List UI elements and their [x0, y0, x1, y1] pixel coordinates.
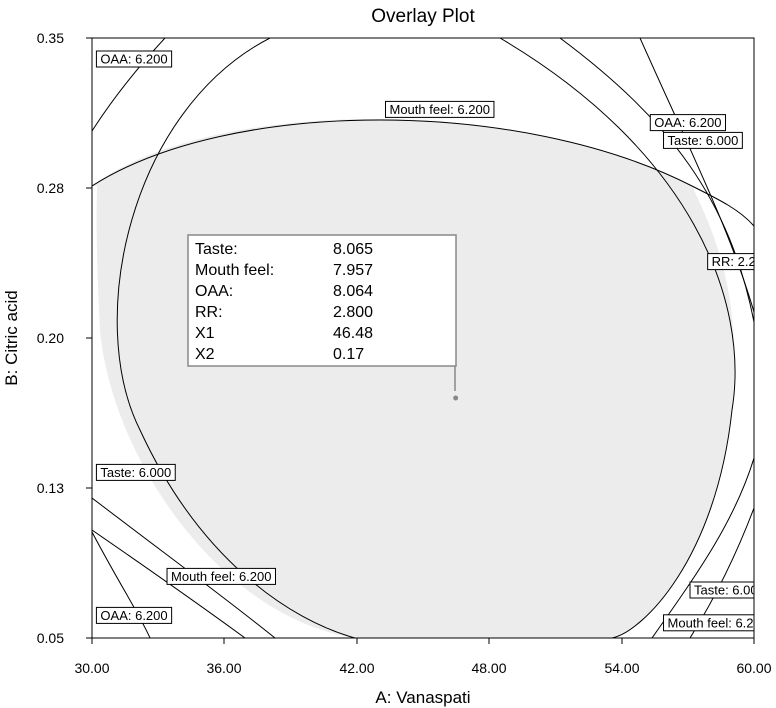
info-label-x1: X1 — [195, 325, 215, 342]
taste-contour-main — [116, 38, 356, 638]
mouth-feel-contour-bottom-right — [651, 457, 754, 638]
contour-label: Taste: 6.000 — [95, 463, 176, 481]
contour-label: Mouth feel: 6.200 — [166, 567, 276, 585]
x-tick-label: 30.00 — [74, 660, 109, 676]
y-tick-label: 0.28 — [37, 180, 64, 196]
y-tick-label: 0.13 — [37, 480, 64, 496]
x-tick-label: 42.00 — [339, 660, 374, 676]
contour-label-text: OAA: 6.200 — [654, 115, 721, 130]
contour-label-text: Mouth feel: 6.200 — [668, 615, 768, 630]
contour-label-text: RR: 2.200 — [712, 254, 771, 269]
x-tick-label: 54.00 — [604, 660, 639, 676]
info-value-oaa: 8.064 — [333, 283, 373, 300]
contour-label-box — [95, 463, 176, 481]
contour-label: Mouth feel: 6.200 — [663, 614, 768, 632]
x-tick-label: 60.00 — [736, 660, 771, 676]
y-tick-label: 0.20 — [37, 330, 64, 346]
rr-contour-right — [639, 38, 754, 313]
contour-label-text: Taste: 6.000 — [100, 465, 171, 480]
contour-label: Taste: 6.000 — [663, 131, 743, 149]
y-tick-label: 0.05 — [37, 630, 64, 646]
contour-label-box — [649, 114, 727, 132]
info-label-mouth-feel: Mouth feel: — [195, 262, 274, 279]
info-value-mouth-feel: 7.957 — [333, 262, 373, 279]
contour-label-text: Taste: 6.000 — [694, 583, 765, 598]
x-axis-title: A: Vanaspati — [375, 688, 470, 707]
contour-label: OAA: 6.200 — [649, 114, 727, 132]
info-value-x1: 46.48 — [333, 325, 373, 342]
plot-contents: OAA: 6.200 Mouth feel: 6.200 OAA: 6.200 Tas… — [92, 38, 771, 638]
contour-label-box — [707, 253, 754, 271]
y-tick-label: 0.35 — [37, 30, 64, 46]
contour-label-text: Taste: 6.000 — [668, 133, 739, 148]
mouth-feel-contour-top — [92, 119, 754, 227]
contour-label-box — [663, 614, 754, 632]
contour-label-box — [95, 50, 173, 68]
mouth-feel-contour-bottom-left — [92, 529, 246, 638]
y-axis-title: B: Citric acid — [2, 290, 21, 385]
oaa-contour-bottom-left — [92, 531, 151, 638]
contour-label: Taste: 6.000 — [689, 581, 765, 599]
info-value-taste: 8.065 — [333, 241, 373, 258]
contour-label: RR: 2.200 — [707, 253, 771, 271]
contour-label-box — [663, 131, 743, 149]
info-label-x2: X2 — [195, 346, 215, 363]
info-box: Taste: 8.065 Mouth feel: 7.957 OAA: 8.06… — [187, 234, 457, 367]
contour-label-box — [384, 100, 495, 118]
contour-label-box — [689, 581, 754, 599]
info-value-rr: 2.800 — [333, 304, 373, 321]
contour-label-text: Mouth feel: 6.200 — [389, 102, 489, 117]
taste-contour-right — [499, 38, 736, 638]
contour-label: Mouth feel: 6.200 — [384, 100, 495, 118]
contour-label-text: Mouth feel: 6.200 — [171, 569, 271, 584]
info-value-x2: 0.17 — [333, 346, 364, 363]
contour-label: OAA: 6.200 — [95, 50, 173, 68]
info-label-taste: Taste: — [195, 241, 238, 258]
contour-label-box — [95, 606, 173, 624]
info-label-oaa: OAA: — [195, 283, 233, 300]
contour-label: OAA: 6.200 — [95, 606, 173, 624]
contour-label-box — [166, 567, 276, 585]
contour-label-text: OAA: 6.200 — [100, 52, 167, 67]
info-label-rr: RR: — [195, 304, 223, 321]
oaa-contour-top-left — [92, 38, 166, 132]
optimum-point — [453, 395, 459, 401]
x-tick-label: 48.00 — [471, 660, 506, 676]
x-tick-label: 36.00 — [206, 660, 241, 676]
contour-label-text: OAA: 6.200 — [100, 608, 167, 623]
chart-title: Overlay Plot — [371, 6, 475, 27]
